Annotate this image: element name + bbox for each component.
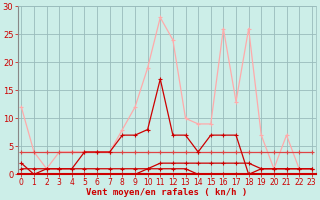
X-axis label: Vent moyen/en rafales ( kn/h ): Vent moyen/en rafales ( kn/h ) bbox=[86, 188, 247, 197]
